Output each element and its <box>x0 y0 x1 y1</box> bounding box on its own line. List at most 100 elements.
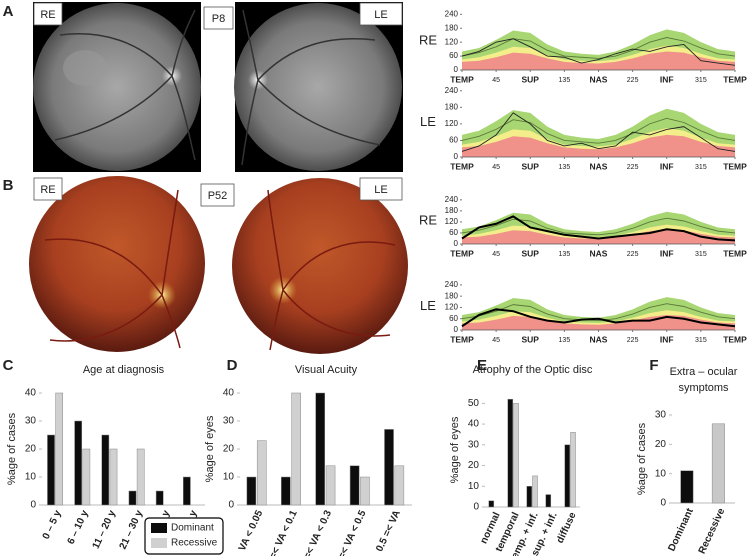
x-tick-label: 0.5 =< VA <box>374 509 403 554</box>
x-tick-label: 6 – 10 y <box>66 508 91 546</box>
bar <box>711 423 725 504</box>
bar <box>488 500 495 508</box>
image-label: LE <box>374 184 387 196</box>
x-tick-label: TEMP <box>450 161 474 171</box>
eye-label: RE <box>419 212 437 227</box>
y-tick-label: 20 <box>655 439 667 450</box>
rnfl-line <box>461 217 736 236</box>
x-tick-label: NAS <box>590 334 608 344</box>
fundus <box>234 3 402 171</box>
y-tick-label: 240 <box>445 195 459 204</box>
x-tick-label: 315 <box>695 251 707 258</box>
fundus <box>33 3 201 171</box>
bar <box>183 476 191 506</box>
x-tick-label: INF <box>660 161 674 171</box>
y-tick-label: 40 <box>223 388 235 399</box>
image-label: RE <box>40 184 55 196</box>
x-tick-label: 315 <box>695 337 707 344</box>
image-label: RE <box>40 9 55 21</box>
y-tick-label: 120 <box>445 303 459 312</box>
y-tick-label: 40 <box>468 419 480 430</box>
bar <box>74 420 83 506</box>
lesion <box>63 50 107 86</box>
y-tick-label: 0 <box>228 500 234 511</box>
bar <box>281 476 291 506</box>
y-tick-label: 40 <box>25 388 37 399</box>
y-tick-label: 240 <box>445 9 459 18</box>
bar <box>507 398 514 508</box>
chart-title: symptoms <box>678 382 729 394</box>
x-tick-label: SUP <box>522 74 540 84</box>
x-tick-label: 135 <box>559 251 571 258</box>
vessels <box>267 189 396 351</box>
legend-swatch <box>151 538 167 548</box>
rnfl-line <box>461 112 736 152</box>
eye-label: LE <box>420 298 436 313</box>
y-tick-label: 0 <box>454 65 459 74</box>
norm-band <box>462 51 735 70</box>
y-tick-label: 30 <box>655 410 667 421</box>
chart-title: Atrophy of the Optic disc <box>473 364 593 376</box>
bar <box>291 392 301 506</box>
x-tick-label: SUP <box>522 161 540 171</box>
x-tick-label: 225 <box>627 251 639 258</box>
y-tick-label: 60 <box>449 314 458 323</box>
bar <box>47 434 55 506</box>
rnfl-line <box>461 308 736 328</box>
panel-label: E <box>477 357 487 374</box>
bar <box>526 486 533 508</box>
x-tick-label: TEMP <box>723 334 747 344</box>
label-box <box>359 2 403 26</box>
y-tick-label: 10 <box>25 472 37 483</box>
chart-title: Visual Acuity <box>295 364 358 376</box>
bar <box>315 392 326 506</box>
legend-swatch <box>151 523 167 533</box>
x-tick-label: VA < 0.05 <box>237 508 266 553</box>
y-axis-label: %age of cases <box>6 412 18 485</box>
norm-band <box>462 229 735 244</box>
x-tick-label: TEMP <box>723 161 747 171</box>
x-tick-label: TEMP <box>723 74 747 84</box>
bar <box>256 440 267 506</box>
x-tick-label: TEMP <box>450 74 474 84</box>
vessels <box>241 9 381 166</box>
bar <box>564 444 571 508</box>
label-box <box>359 177 403 201</box>
x-tick-label: 225 <box>627 164 639 171</box>
bar <box>532 475 538 508</box>
bar <box>570 432 576 508</box>
x-tick-label: NAS <box>590 74 608 84</box>
y-tick-label: 30 <box>25 416 37 427</box>
bar <box>325 465 336 506</box>
y-tick-label: 120 <box>445 37 459 46</box>
y-tick-label: 120 <box>445 119 459 128</box>
y-tick-label: 10 <box>468 481 480 492</box>
rnfl-line <box>461 117 736 144</box>
bar <box>680 470 694 504</box>
label-box <box>200 183 235 207</box>
x-tick-label: 45 <box>492 164 500 171</box>
y-tick-label: 20 <box>223 444 235 455</box>
eye-label: LE <box>420 114 436 129</box>
norm-band <box>462 314 735 330</box>
x-tick-label: SUP <box>522 248 540 258</box>
bar <box>128 490 137 506</box>
y-tick-label: 50 <box>468 398 480 409</box>
bar <box>360 476 370 506</box>
x-tick-label: 315 <box>695 164 707 171</box>
x-tick-label: NAS <box>590 161 608 171</box>
x-tick-label: 135 <box>559 337 571 344</box>
rnfl-line <box>461 37 736 59</box>
y-tick-label: 10 <box>655 468 667 479</box>
y-tick-label: 30 <box>223 416 235 427</box>
bar <box>349 465 360 506</box>
fundus <box>29 176 205 352</box>
y-tick-label: 0 <box>660 498 666 509</box>
y-tick-label: 0 <box>473 502 479 513</box>
legend-label: Dominant <box>171 523 214 534</box>
y-tick-label: 20 <box>25 444 37 455</box>
panel-label: A <box>3 3 14 20</box>
x-tick-label: SUP <box>522 334 540 344</box>
bar <box>136 448 145 506</box>
vessels <box>44 189 181 349</box>
